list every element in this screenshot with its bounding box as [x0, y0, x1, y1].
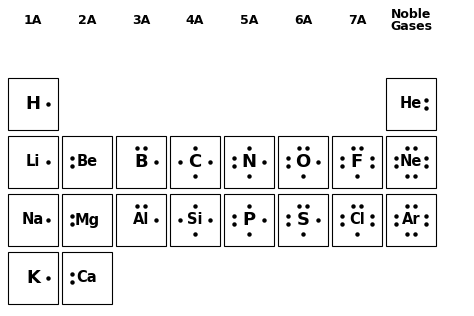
Bar — [62, 136, 112, 188]
Text: Na: Na — [22, 212, 44, 228]
Text: Si: Si — [187, 212, 203, 228]
Text: H: H — [26, 95, 40, 113]
Text: 2A: 2A — [78, 14, 96, 27]
Text: Mg: Mg — [74, 212, 100, 228]
Text: C: C — [188, 153, 201, 171]
Text: P: P — [242, 211, 255, 229]
Bar — [224, 136, 274, 188]
Text: 6A: 6A — [294, 14, 312, 27]
Text: Al: Al — [133, 212, 149, 228]
Bar — [386, 194, 436, 246]
Bar — [332, 194, 382, 246]
Bar — [116, 194, 166, 246]
Bar — [332, 136, 382, 188]
Text: Ne: Ne — [400, 155, 422, 169]
Bar — [8, 194, 58, 246]
Text: N: N — [241, 153, 256, 171]
Text: 4A: 4A — [186, 14, 204, 27]
Bar — [62, 194, 112, 246]
Bar — [386, 78, 436, 130]
Text: Ar: Ar — [401, 212, 420, 228]
Bar — [224, 194, 274, 246]
Bar — [386, 136, 436, 188]
Bar — [8, 78, 58, 130]
Text: S: S — [297, 211, 310, 229]
Text: He: He — [400, 96, 422, 112]
Text: 5A: 5A — [240, 14, 258, 27]
Text: Noble: Noble — [391, 8, 431, 21]
Bar — [62, 252, 112, 304]
Text: 3A: 3A — [132, 14, 150, 27]
Text: Gases: Gases — [390, 20, 432, 33]
Bar — [170, 136, 220, 188]
Bar — [278, 136, 328, 188]
Text: O: O — [295, 153, 310, 171]
Text: Ca: Ca — [77, 270, 97, 285]
Bar — [116, 136, 166, 188]
Text: Cl: Cl — [349, 212, 365, 228]
Text: F: F — [351, 153, 363, 171]
Bar — [8, 136, 58, 188]
Bar — [278, 194, 328, 246]
Text: Li: Li — [26, 155, 40, 169]
Text: 7A: 7A — [348, 14, 366, 27]
Text: K: K — [26, 269, 40, 287]
Text: Be: Be — [76, 155, 98, 169]
Text: 1A: 1A — [24, 14, 42, 27]
Bar — [170, 194, 220, 246]
Text: B: B — [134, 153, 148, 171]
Bar — [8, 252, 58, 304]
